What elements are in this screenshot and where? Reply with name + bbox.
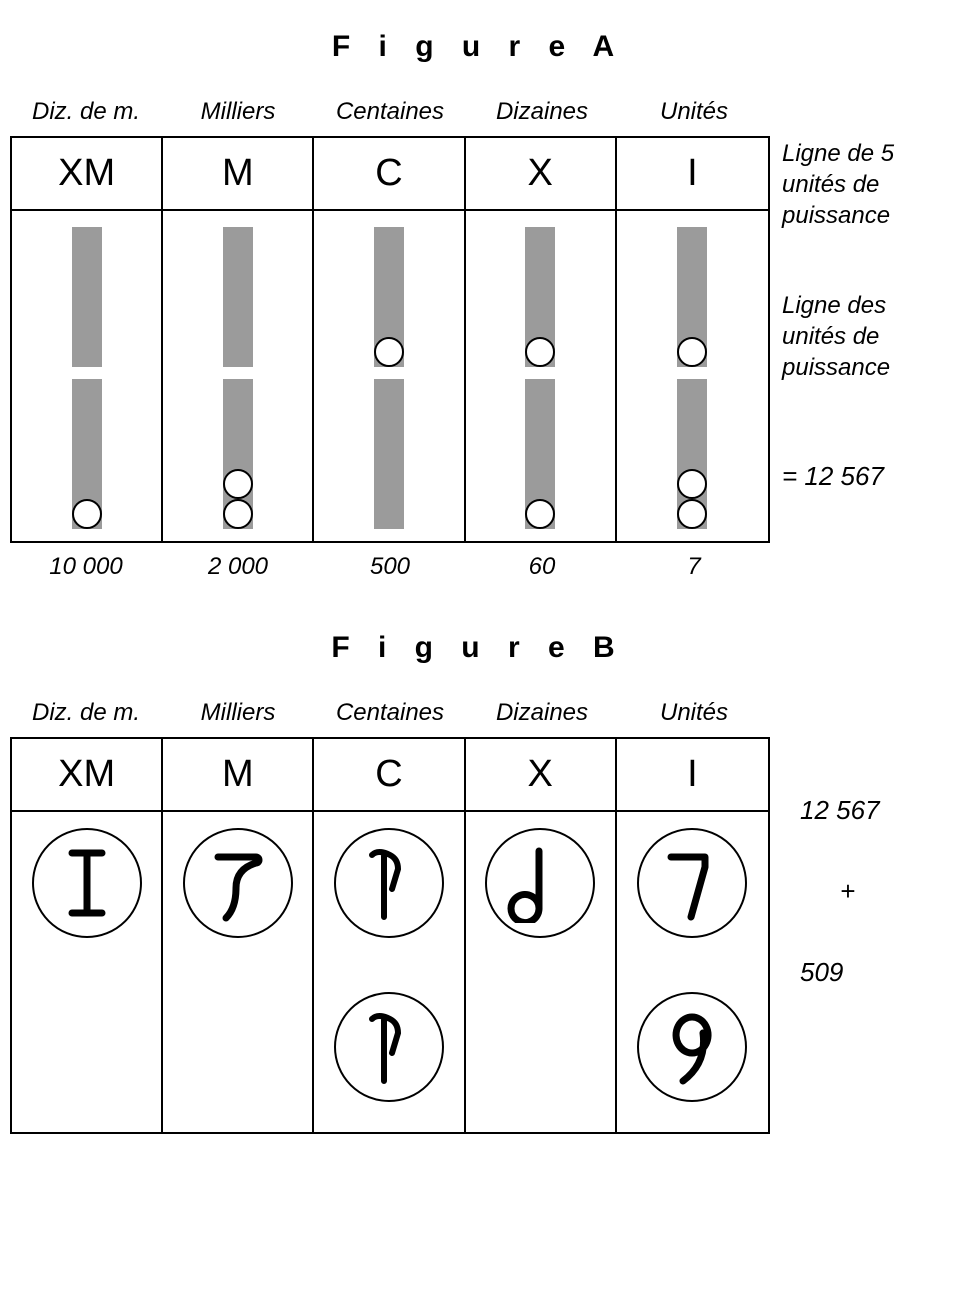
jeton-coin — [637, 992, 747, 1102]
roman-cell: C — [314, 138, 465, 211]
col-header: Unités — [618, 695, 770, 737]
figure-a-side-lower-label: Ligne desunités depuissance — [782, 290, 946, 384]
figure-b-title: F i g u r e B — [10, 631, 946, 665]
abacus-bead — [677, 469, 707, 499]
col-header: Centaines — [314, 94, 466, 136]
figure-b-table: XMMCXI — [10, 737, 770, 1134]
abacus-bead — [677, 337, 707, 367]
abacus-bead — [223, 499, 253, 529]
abacus-bead — [374, 337, 404, 367]
abacus-column — [163, 211, 314, 541]
jeton-coin — [334, 992, 444, 1102]
numeral-glyph-icon — [505, 843, 575, 923]
roman-cell: M — [163, 138, 314, 211]
column-value: 500 — [314, 543, 466, 581]
roman-cell: I — [617, 739, 768, 812]
col-header: Dizaines — [466, 94, 618, 136]
figure-b-glyphs-row — [12, 812, 768, 1132]
jeton-coin — [183, 828, 293, 938]
numeral-glyph-icon — [354, 1007, 424, 1087]
figure-a-values-row: 10 0002 000500607 — [10, 543, 770, 581]
figure-a-roman-row: XMMCXI — [12, 138, 768, 211]
numeral-glyph-icon — [203, 843, 273, 923]
figure-a-title: F i g u r e A — [10, 30, 946, 64]
column-value: 60 — [466, 543, 618, 581]
abacus-bead — [525, 337, 555, 367]
abacus-column — [617, 211, 768, 541]
roman-cell: X — [466, 138, 617, 211]
jeton-column — [314, 812, 465, 1132]
figure-a-table: XMMCXI — [10, 136, 770, 543]
figure-a-layout: Diz. de m.MilliersCentainesDizainesUnité… — [10, 94, 946, 581]
col-header: Milliers — [162, 94, 314, 136]
jeton-coin — [637, 828, 747, 938]
roman-cell: M — [163, 739, 314, 812]
jeton-column — [163, 812, 314, 1132]
numeral-glyph-icon — [657, 1007, 727, 1087]
abacus-bar-lower — [374, 379, 404, 529]
roman-cell: XM — [12, 739, 163, 812]
roman-cell: X — [466, 739, 617, 812]
column-value: 2 000 — [162, 543, 314, 581]
column-value: 10 000 — [10, 543, 162, 581]
abacus-bead — [223, 469, 253, 499]
figure-b-layout: Diz. de m.MilliersCentainesDizainesUnité… — [10, 695, 946, 1134]
abacus-column — [12, 211, 163, 541]
figure-b-operand-1: 12 567 — [800, 795, 880, 826]
figure-b-column-headers: Diz. de m.MilliersCentainesDizainesUnité… — [10, 695, 770, 737]
col-header: Milliers — [162, 695, 314, 737]
abacus-bar-upper — [223, 227, 253, 367]
figure-b-plus-sign: + — [800, 876, 880, 907]
abacus-bead — [677, 499, 707, 529]
column-value: 7 — [618, 543, 770, 581]
figure-a-column-headers: Diz. de m.MilliersCentainesDizainesUnité… — [10, 94, 770, 136]
figure-a-bars-row — [12, 211, 768, 541]
jeton-column — [466, 812, 617, 1132]
figure-a-side-upper-label: Ligne de 5unités depuissance — [782, 138, 946, 232]
jeton-column — [12, 812, 163, 1132]
abacus-bar-upper — [72, 227, 102, 367]
roman-cell: I — [617, 138, 768, 211]
col-header: Diz. de m. — [10, 94, 162, 136]
figure-b-roman-row: XMMCXI — [12, 739, 768, 812]
jeton-coin — [485, 828, 595, 938]
numeral-glyph-icon — [354, 843, 424, 923]
col-header: Diz. de m. — [10, 695, 162, 737]
roman-cell: XM — [12, 138, 163, 211]
jeton-coin — [334, 828, 444, 938]
numeral-glyph-icon — [657, 843, 727, 923]
col-header: Centaines — [314, 695, 466, 737]
abacus-bead — [525, 499, 555, 529]
jeton-coin — [32, 828, 142, 938]
jeton-column — [617, 812, 768, 1132]
figure-a-result: = 12 567 — [782, 453, 946, 492]
roman-cell: C — [314, 739, 465, 812]
figure-b-operand-2: 509 — [800, 957, 880, 988]
col-header: Unités — [618, 94, 770, 136]
col-header: Dizaines — [466, 695, 618, 737]
abacus-column — [314, 211, 465, 541]
abacus-bead — [72, 499, 102, 529]
abacus-column — [466, 211, 617, 541]
numeral-glyph-icon — [52, 843, 122, 923]
